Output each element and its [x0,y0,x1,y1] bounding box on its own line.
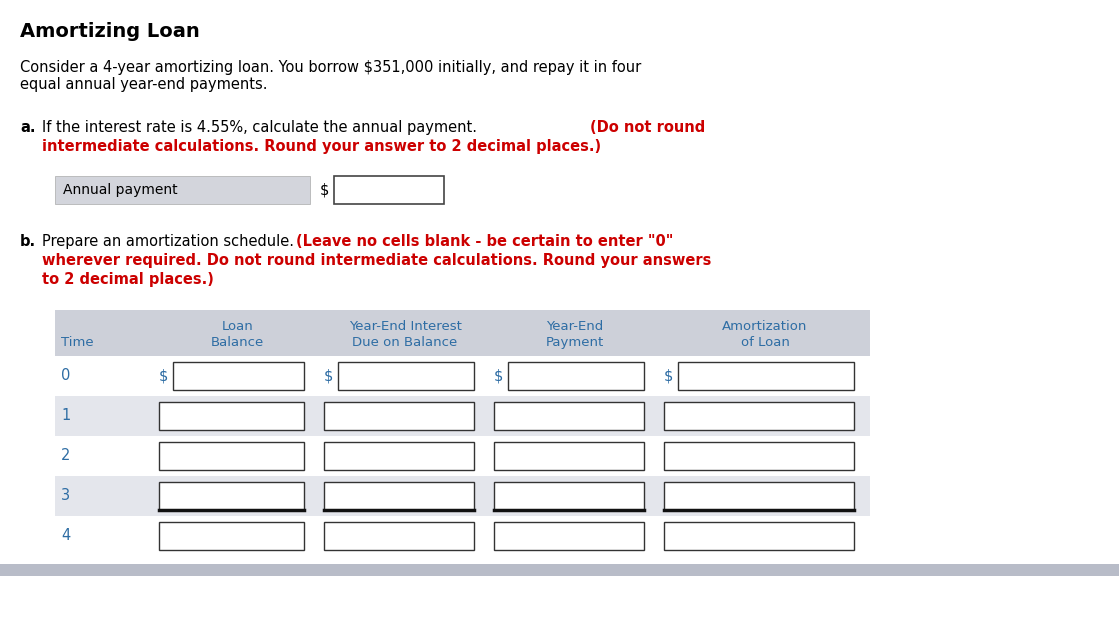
Bar [508,362,645,390]
Text: $: $ [664,368,674,383]
Text: $: $ [325,368,333,383]
Text: Balance: Balance [210,336,264,349]
Bar [338,362,474,390]
Text: 4: 4 [62,529,70,543]
Bar [493,402,645,430]
Bar [55,310,869,356]
Text: $: $ [159,368,168,383]
Bar [333,176,444,204]
Bar [0,564,1119,576]
Bar [55,476,869,516]
Bar [325,442,474,470]
Text: 3: 3 [62,489,70,503]
Text: Amortization: Amortization [722,320,808,333]
Bar [159,482,304,510]
Text: to 2 decimal places.): to 2 decimal places.) [43,272,214,287]
Text: Year-End Interest: Year-End Interest [348,320,461,333]
Text: Consider a 4-year amortizing loan. You borrow $351,000 initially, and repay it i: Consider a 4-year amortizing loan. You b… [20,60,641,93]
Bar [664,482,854,510]
Bar [159,402,304,430]
Bar [173,362,304,390]
Bar [678,362,854,390]
Text: Loan: Loan [222,320,253,333]
Text: Annual payment: Annual payment [63,183,178,197]
Bar [55,436,869,476]
Text: If the interest rate is 4.55%, calculate the annual payment.: If the interest rate is 4.55%, calculate… [43,120,477,135]
Text: intermediate calculations. Round your answer to 2 decimal places.): intermediate calculations. Round your an… [43,139,601,154]
Text: a.: a. [20,120,36,135]
Bar [325,522,474,550]
Bar [493,442,645,470]
Bar [664,522,854,550]
Text: $: $ [320,183,329,197]
Text: Payment: Payment [546,336,604,349]
Text: of Loan: of Loan [741,336,789,349]
Text: 1: 1 [62,408,70,424]
Bar [493,522,645,550]
Text: Year-End: Year-End [546,320,603,333]
Text: Time: Time [62,336,94,349]
Text: b.: b. [20,234,36,249]
Text: (Do not round: (Do not round [590,120,705,135]
Bar [325,482,474,510]
Bar [55,176,310,204]
Bar [664,442,854,470]
Text: $: $ [493,368,504,383]
Text: Prepare an amortization schedule.: Prepare an amortization schedule. [43,234,294,249]
Bar [325,402,474,430]
Text: wherever required. Do not round intermediate calculations. Round your answers: wherever required. Do not round intermed… [43,253,712,268]
Text: (Leave no cells blank - be certain to enter "0": (Leave no cells blank - be certain to en… [297,234,674,249]
Bar [55,356,869,396]
Text: 0: 0 [62,368,70,383]
Bar [55,396,869,436]
Bar [55,516,869,556]
Text: 2: 2 [62,449,70,464]
Bar [493,482,645,510]
Text: Due on Balance: Due on Balance [352,336,458,349]
Bar [664,402,854,430]
Bar [159,522,304,550]
Bar [159,442,304,470]
Text: Amortizing Loan: Amortizing Loan [20,22,200,41]
